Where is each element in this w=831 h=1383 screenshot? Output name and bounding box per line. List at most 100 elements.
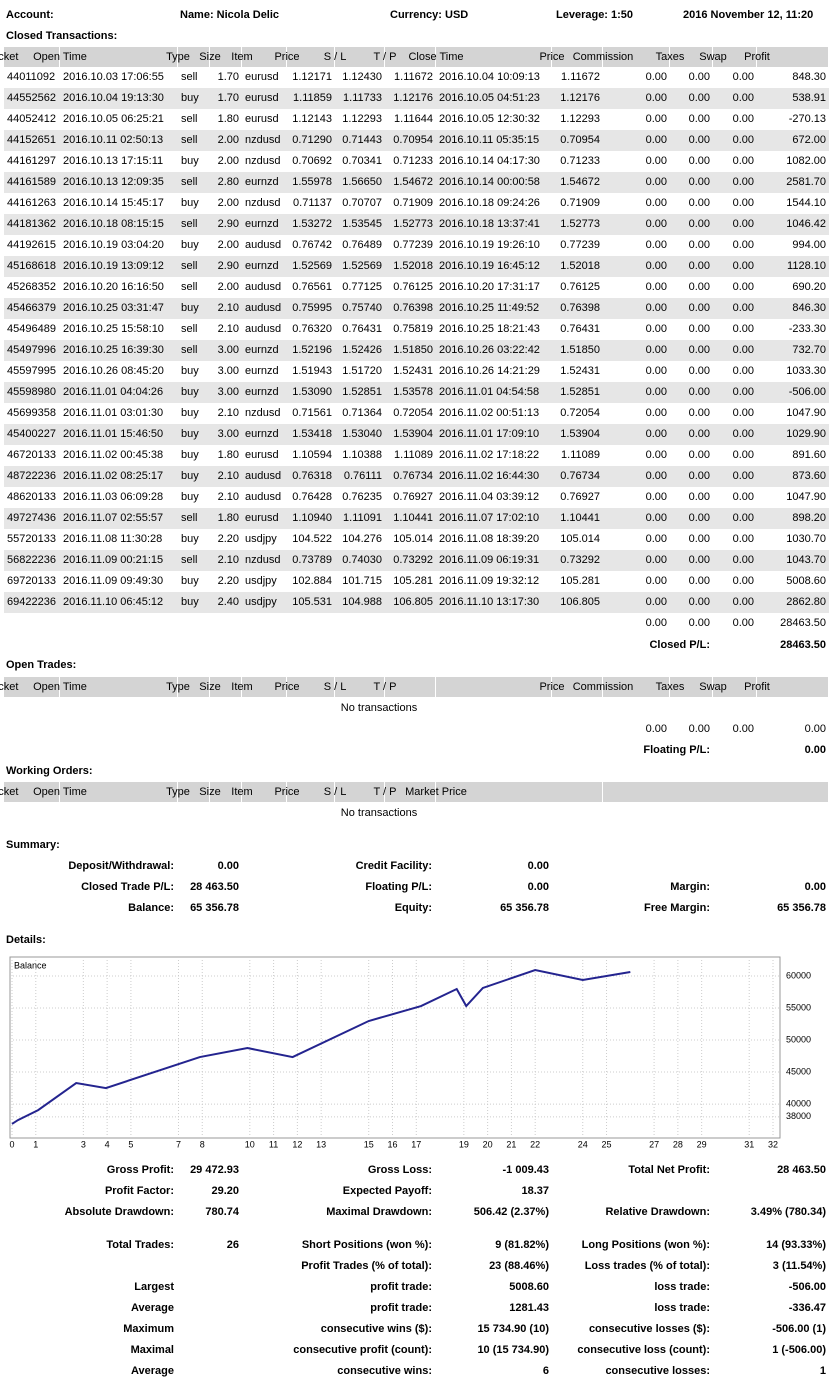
row-shade [4,466,829,487]
cell: usdjpy [245,575,277,587]
cell: 101.715 [342,575,382,587]
cell: 1.52431 [560,365,600,377]
column-header: Item [231,51,253,63]
cell: 0.00 [688,512,710,524]
cell: 2581.70 [786,176,826,188]
cell: 0.76742 [292,239,332,251]
cell: nzdusd [245,134,281,146]
cell: 106.805 [560,596,600,608]
cell: 1047.90 [786,491,826,503]
cell: sell [181,554,198,566]
x-tick-label: 12 [292,1139,302,1149]
cell: 1.10441 [393,512,433,524]
cell: 106.805 [393,596,433,608]
cell: 69422236 [7,596,56,608]
cell: 105.531 [292,596,332,608]
cell: nzdusd [245,155,281,167]
stat-value: -336.47 [788,1302,826,1314]
cell: 0.00 [688,134,710,146]
cell: 1.70 [217,92,239,104]
cell: 2016.10.13 17:15:11 [63,155,164,167]
cell: 0.00 [645,470,667,482]
cell: 2016.10.04 19:13:30 [63,92,164,104]
cell: 1029.90 [786,428,826,440]
cell: 1.53090 [292,386,332,398]
cell: 0.00 [732,218,754,230]
cell: 1.51943 [292,365,332,377]
cell: -233.30 [788,323,826,335]
cell: 2016.10.19 16:45:12 [439,260,540,272]
cell: 2.90 [217,218,239,230]
cell: 0.00 [688,554,710,566]
cell: buy [181,491,199,503]
cell: audusd [245,470,282,482]
column-header: Size [199,681,221,693]
column-header: T / P [373,681,397,693]
cell: 1.53272 [292,218,332,230]
section-title: Details: [6,934,46,946]
total: 28463.50 [780,617,826,629]
cell: buy [181,302,199,314]
cell: buy [181,92,199,104]
cell: 1033.30 [786,365,826,377]
row-shade [4,592,829,613]
cell: 2.00 [217,239,239,251]
x-tick-label: 31 [744,1139,754,1149]
report-date: 2016 November 12, 11:20 [683,9,814,21]
cell: 0.76125 [560,281,600,293]
cell: 104.522 [292,533,332,545]
cell: 1.53578 [393,386,433,398]
cell: 2016.11.07 17:02:10 [439,512,540,524]
cell: 0.00 [732,449,754,461]
cell: 1.52569 [292,260,332,272]
cell: 1.52018 [560,260,600,272]
cell: 2016.10.14 04:17:30 [439,155,540,167]
cell: 0.00 [688,239,710,251]
cell: sell [181,176,198,188]
cell: 1.52431 [393,365,433,377]
cell: 0.71364 [342,407,382,419]
cell: 0.00 [732,92,754,104]
cell: 2016.10.20 17:31:17 [439,281,540,293]
cell: 1.10940 [292,512,332,524]
cell: 1047.90 [786,407,826,419]
x-tick-label: 5 [128,1139,133,1149]
cell: buy [181,365,199,377]
header-cell [178,782,209,802]
cell: 0.00 [688,491,710,503]
cell: 0.77239 [393,239,433,251]
cell: 672.00 [792,134,826,146]
cell: 0.00 [645,596,667,608]
y-tick-label: 38000 [786,1111,811,1121]
column-header: Item [231,681,253,693]
cell: 0.73292 [393,554,433,566]
cell: 0.00 [688,365,710,377]
x-tick-label: 21 [506,1139,516,1149]
cell: 2016.11.03 06:09:28 [63,491,164,503]
cell: 2016.11.09 00:21:15 [63,554,164,566]
x-tick-label: 8 [200,1139,205,1149]
row-shade [4,298,829,319]
x-tick-label: 3 [81,1139,86,1149]
cell: 1.11089 [561,449,600,461]
cell: 0.70954 [560,134,600,146]
cell: 0.00 [688,155,710,167]
cell: 2016.10.25 18:21:43 [439,323,540,335]
empty-note: No transactions [340,702,418,714]
stat-value: 14 (93.33%) [766,1239,826,1251]
stat-value: 1 [819,1365,826,1377]
cell: 1.53418 [292,428,332,440]
cell: sell [181,71,198,83]
cell: audusd [245,239,282,251]
stat-label: Profit Trades (% of total): [301,1260,432,1272]
cell: 45466379 [7,302,56,314]
cell: 0.71290 [292,134,332,146]
cell: 0.75740 [342,302,382,314]
cell: 45497996 [7,344,56,356]
cell: 2.40 [217,596,239,608]
cell: 0.00 [645,428,667,440]
cell: 0.76927 [393,491,433,503]
cell: 1.80 [217,113,239,125]
cell: 2016.10.18 08:15:15 [63,218,164,230]
cell: 2016.11.02 00:45:38 [63,449,164,461]
